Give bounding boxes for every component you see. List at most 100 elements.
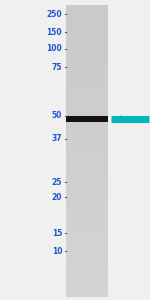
Bar: [66, 26, 108, 28]
Bar: [66, 16, 108, 18]
Bar: [66, 143, 108, 145]
Bar: [66, 203, 108, 205]
Bar: [66, 49, 108, 51]
Bar: [66, 164, 108, 166]
Bar: [66, 190, 108, 192]
Bar: [66, 65, 108, 67]
Bar: [66, 158, 108, 160]
Bar: [66, 238, 108, 241]
Bar: [66, 280, 108, 281]
Bar: [66, 88, 108, 90]
Bar: [66, 36, 108, 38]
Bar: [66, 264, 108, 266]
Bar: [66, 157, 108, 158]
Bar: [66, 262, 108, 264]
Bar: [66, 200, 108, 202]
Bar: [66, 188, 108, 190]
Bar: [66, 137, 108, 139]
Bar: [66, 227, 108, 229]
Bar: [66, 145, 108, 147]
Bar: [66, 102, 108, 104]
Bar: [66, 209, 108, 211]
Bar: [66, 98, 108, 100]
Bar: [66, 38, 108, 40]
Bar: [66, 215, 108, 217]
Bar: [66, 229, 108, 231]
Bar: [66, 125, 108, 127]
Bar: [66, 270, 108, 272]
Text: 75: 75: [52, 63, 62, 72]
Bar: [66, 275, 108, 278]
Bar: [66, 69, 108, 71]
Bar: [66, 235, 108, 236]
Bar: [66, 281, 108, 283]
Bar: [66, 108, 108, 110]
Text: 50: 50: [52, 111, 62, 120]
Text: 100: 100: [46, 44, 62, 53]
Bar: [66, 217, 108, 219]
Text: 15: 15: [52, 229, 62, 238]
Bar: [66, 80, 108, 83]
Bar: [66, 168, 108, 170]
Bar: [66, 139, 108, 141]
Bar: [66, 100, 108, 102]
Bar: [66, 174, 108, 176]
Text: 150: 150: [47, 28, 62, 37]
Bar: [66, 67, 108, 69]
Bar: [66, 6, 108, 8]
Bar: [66, 47, 108, 49]
Bar: [66, 55, 108, 57]
Bar: [66, 73, 108, 75]
Bar: [66, 184, 108, 186]
Bar: [66, 82, 108, 84]
Bar: [66, 45, 108, 47]
Bar: [66, 90, 108, 92]
Bar: [66, 241, 108, 242]
Bar: [66, 40, 108, 41]
Bar: [66, 32, 108, 34]
Bar: [66, 194, 108, 196]
Bar: [66, 252, 108, 254]
Bar: [66, 147, 108, 149]
Bar: [66, 124, 108, 125]
Bar: [66, 41, 108, 44]
Bar: [66, 51, 108, 53]
Bar: [66, 182, 108, 184]
Bar: [66, 258, 108, 260]
Bar: [66, 119, 108, 122]
Bar: [66, 20, 108, 22]
Bar: [66, 61, 108, 63]
Bar: [66, 104, 108, 106]
Bar: [66, 22, 108, 24]
Bar: [66, 8, 108, 10]
Bar: [66, 285, 108, 287]
Bar: [66, 274, 108, 275]
Bar: [66, 76, 108, 79]
Bar: [66, 278, 108, 280]
Bar: [66, 122, 108, 124]
Bar: [66, 84, 108, 86]
Bar: [66, 205, 108, 207]
Text: 25: 25: [52, 178, 62, 187]
Bar: [66, 63, 108, 65]
Bar: [66, 151, 108, 153]
Bar: [66, 178, 108, 180]
Bar: [66, 246, 108, 248]
Bar: [66, 30, 108, 32]
Text: 10: 10: [52, 247, 62, 256]
Bar: [66, 114, 108, 116]
Bar: [66, 225, 108, 227]
Bar: [66, 116, 108, 122]
Bar: [66, 96, 108, 98]
Bar: [66, 192, 108, 194]
Bar: [66, 180, 108, 182]
Bar: [66, 28, 108, 30]
Bar: [66, 127, 108, 129]
Bar: [66, 287, 108, 289]
Bar: [66, 112, 108, 114]
Bar: [66, 254, 108, 256]
Bar: [66, 283, 108, 285]
Bar: [66, 236, 108, 238]
Bar: [66, 293, 108, 295]
Bar: [66, 118, 108, 119]
